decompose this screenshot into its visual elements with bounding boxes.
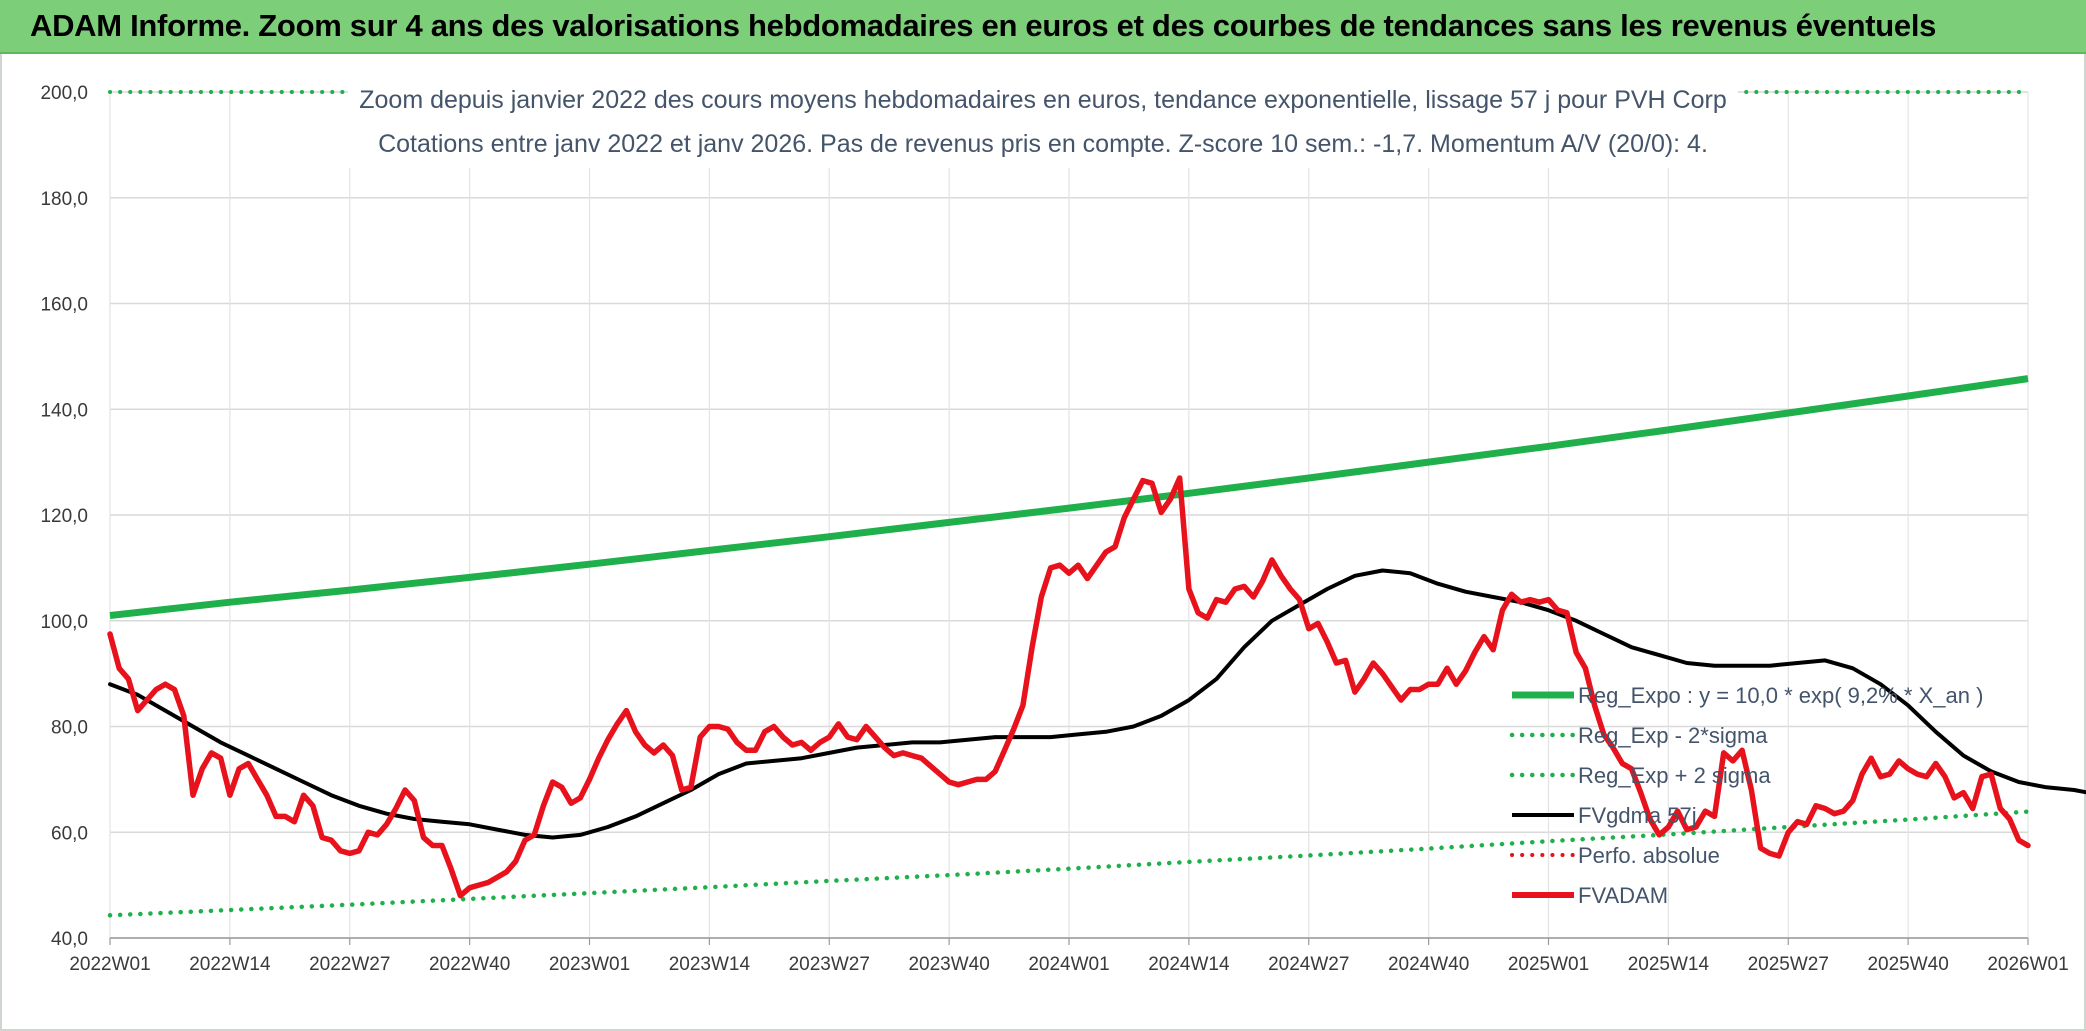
- legend-label: Perfo. absolue: [1578, 843, 1720, 868]
- x-tick-label: 2026W01: [1987, 954, 2068, 975]
- y-axis-ticks: 40,0 60,0 80,0 100,0 120,0 140,0 160,0 180,0 200…: [40, 83, 88, 950]
- y-tick-label: 120,0: [40, 506, 88, 527]
- x-tick-label: 2022W40: [429, 954, 510, 975]
- x-tick-label: 2024W14: [1148, 954, 1230, 975]
- series-layer: [107, 90, 2086, 918]
- x-tick-label: 2024W01: [1028, 954, 1109, 975]
- x-tick-label: 2022W01: [69, 954, 150, 975]
- series-reg-expo: [109, 375, 2029, 619]
- x-tick-label: 2023W27: [789, 954, 870, 975]
- legend-label: FVgdma 57j: [1578, 803, 1697, 828]
- x-tick-label: 2023W14: [669, 954, 751, 975]
- legend-label: Reg_Exp - 2*sigma: [1578, 723, 1768, 748]
- report-banner: ADAM Informe. Zoom sur 4 ans des valoris…: [0, 0, 2086, 54]
- y-tick-label: 40,0: [51, 929, 88, 950]
- chart-title-line-2: Cotations entre janv 2022 et janv 2026. …: [378, 130, 1708, 158]
- x-tick-label: 2024W27: [1268, 954, 1349, 975]
- x-tick-label: 2022W27: [309, 954, 390, 975]
- x-tick-label: 2022W14: [189, 954, 271, 975]
- series-reg-exp-minus-2sigma: [107, 809, 2031, 918]
- legend-label: Reg_Exp + 2 sigma: [1578, 763, 1771, 788]
- series-fvadam: [107, 475, 2031, 899]
- y-tick-label: 160,0: [40, 295, 88, 316]
- chart-title-line-1: Zoom depuis janvier 2022 des cours moyen…: [359, 86, 1726, 114]
- x-tick-label: 2023W40: [908, 954, 989, 975]
- y-tick-label: 140,0: [40, 400, 88, 421]
- x-tick-label: 2023W01: [549, 954, 630, 975]
- legend-label: Reg_Expo : y = 10,0 * exp( 9,2% * X_an ): [1578, 683, 1983, 708]
- x-tick-label: 2024W40: [1388, 954, 1469, 975]
- y-tick-label: 80,0: [51, 718, 88, 739]
- x-tick-label: 2025W40: [1867, 954, 1948, 975]
- line-chart: 40,0 60,0 80,0 100,0 120,0 140,0 160,0 180,0 200…: [40, 72, 2086, 975]
- x-tick-label: 2025W27: [1748, 954, 1829, 975]
- title-background: [348, 72, 1738, 168]
- x-axis-ticks: 2022W01 2022W14 2022W27 2022W40 2023W01 2023W…: [69, 954, 2068, 975]
- x-tick-label: 2025W01: [1508, 954, 1589, 975]
- banner-title: ADAM Informe. Zoom sur 4 ans des valoris…: [30, 8, 1937, 43]
- legend-label: FVADAM: [1578, 883, 1668, 908]
- y-tick-label: 100,0: [40, 612, 88, 633]
- y-tick-label: 180,0: [40, 189, 88, 210]
- x-tick-label: 2025W14: [1628, 954, 1710, 975]
- y-tick-label: 200,0: [40, 83, 88, 104]
- chart-title: Zoom depuis janvier 2022 des cours moyen…: [348, 72, 1738, 168]
- y-tick-label: 60,0: [51, 823, 88, 844]
- legend: Reg_Expo : y = 10,0 * exp( 9,2% * X_an )…: [1509, 683, 1983, 908]
